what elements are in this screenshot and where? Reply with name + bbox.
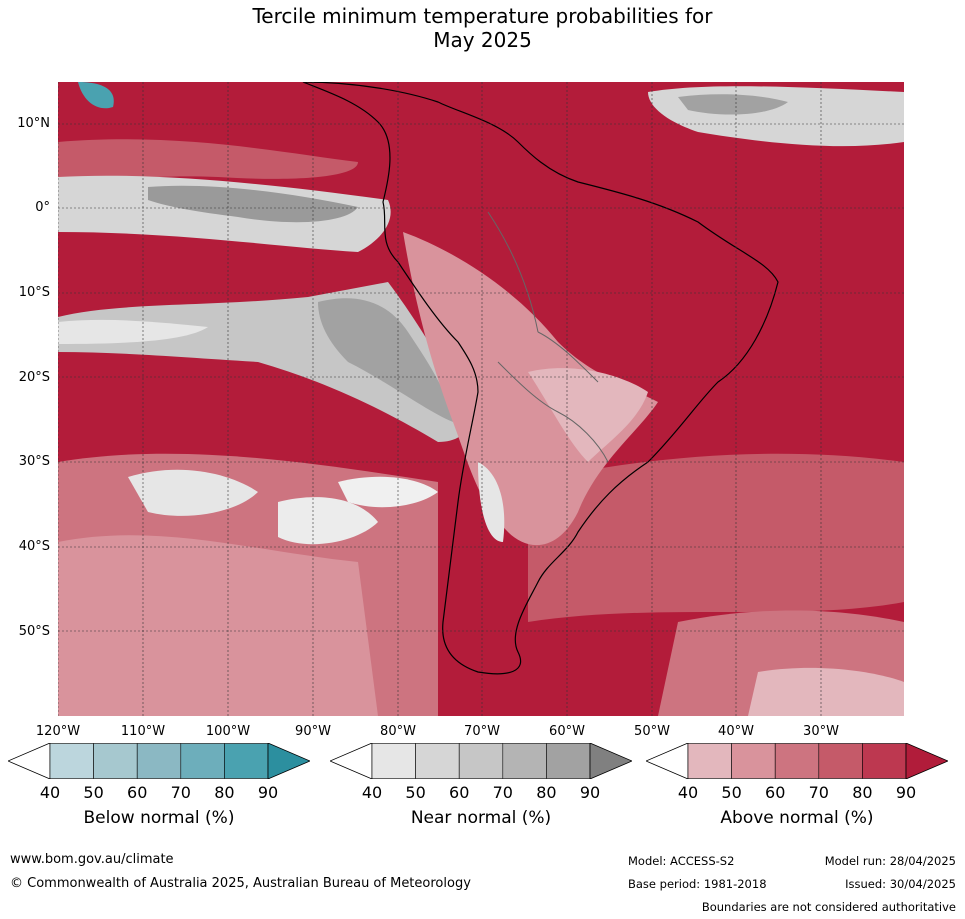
lon-label-120w: 120°W (35, 724, 81, 739)
lon-label-100w: 100°W (205, 724, 251, 739)
colorbar-right-arrow (589, 743, 632, 779)
colorbar-segment (224, 743, 269, 779)
colorbar-tick-label: 90 (579, 783, 601, 802)
model-run-text: Model run: 28/04/2025 (824, 854, 956, 868)
title-line-1: Tercile minimum temperature probabilitie… (252, 4, 713, 28)
colorbar-right-arrow (267, 743, 310, 779)
colorbar-tick-label: 70 (170, 783, 191, 802)
map-title: Tercile minimum temperature probabilitie… (0, 4, 965, 52)
colorbar-tick-label: 50 (83, 783, 104, 802)
lat-label-0: 0° (35, 200, 50, 215)
title-line-2: May 2025 (433, 28, 532, 52)
colorbar-tick-label: 50 (405, 783, 426, 802)
base-period-text: Base period: 1981-2018 (628, 877, 767, 891)
colorbar-right-arrow (905, 743, 948, 779)
below-normal-colorbar (8, 743, 310, 779)
disclaimer-text: Boundaries are not considered authoritat… (701, 900, 956, 914)
colorbar-tick-label: 50 (721, 783, 742, 802)
below-normal-title: Below normal (%) (83, 808, 235, 828)
colorbar-segment (458, 743, 504, 779)
colorbar-tick-label: 70 (808, 783, 829, 802)
issued-text: Issued: 30/04/2025 (845, 877, 956, 891)
colorbar-segment (502, 743, 547, 779)
colorbar-segment (136, 743, 182, 779)
colorbar-tick-label: 80 (852, 783, 873, 802)
colorbar-segment (49, 743, 94, 779)
colorbar-segment (180, 743, 225, 779)
lon-label-80w: 80°W (380, 724, 416, 739)
colorbar-tick-label: 40 (677, 783, 699, 802)
lon-label-70w: 70°W (464, 724, 500, 739)
colorbar-tick-label: 40 (39, 783, 61, 802)
lon-label-50w: 50°W (634, 724, 670, 739)
colorbar-tick-label: 60 (765, 783, 786, 802)
colorbar-tick-label: 70 (492, 783, 513, 802)
colorbar-left-arrow (646, 743, 689, 779)
colorbar-segment (415, 743, 460, 779)
colorbar-tick-label: 80 (214, 783, 235, 802)
lon-label-90w: 90°W (295, 724, 331, 739)
above-normal-title: Above normal (%) (720, 808, 874, 828)
near-normal-title: Near normal (%) (410, 808, 552, 828)
colorbar-tick-label: 60 (449, 783, 470, 802)
colorbar-segment (774, 743, 820, 779)
colorbar-tick-label: 40 (361, 783, 383, 802)
near-normal-colorbar (330, 743, 632, 779)
lon-label-60w: 60°W (549, 724, 585, 739)
website-link[interactable]: www.bom.gov.au/climate (10, 852, 174, 867)
lat-label-10s: 10°S (18, 285, 50, 300)
colorbar-segment (862, 743, 907, 779)
lat-label-40s: 40°S (18, 539, 50, 554)
lat-label-20s: 20°S (18, 370, 50, 385)
lon-label-40w: 40°W (718, 724, 754, 739)
colorbar-left-arrow (8, 743, 51, 779)
colorbar-tick-label: 90 (257, 783, 279, 802)
colorbar-segment (731, 743, 776, 779)
colorbar-segment (93, 743, 138, 779)
colorbar-tick-label: 90 (895, 783, 917, 802)
lat-label-10n: 10°N (17, 116, 50, 131)
colorbar-tick-label: 80 (536, 783, 557, 802)
colorbar-tick-label: 60 (127, 783, 148, 802)
colorbar-segment (546, 743, 591, 779)
lat-label-30s: 30°S (18, 454, 50, 469)
lon-label-30w: 30°W (803, 724, 839, 739)
colorbar-segment (818, 743, 863, 779)
above-normal-colorbar (646, 743, 948, 779)
lon-label-110w: 110°W (120, 724, 166, 739)
copyright-text: © Commonwealth of Australia 2025, Austra… (10, 876, 471, 891)
probability-map (58, 82, 904, 716)
model-text: Model: ACCESS-S2 (628, 854, 735, 868)
colorbar-left-arrow (330, 743, 373, 779)
lat-label-50s: 50°S (18, 624, 50, 639)
colorbar-segment (371, 743, 416, 779)
colorbar-segment (687, 743, 732, 779)
